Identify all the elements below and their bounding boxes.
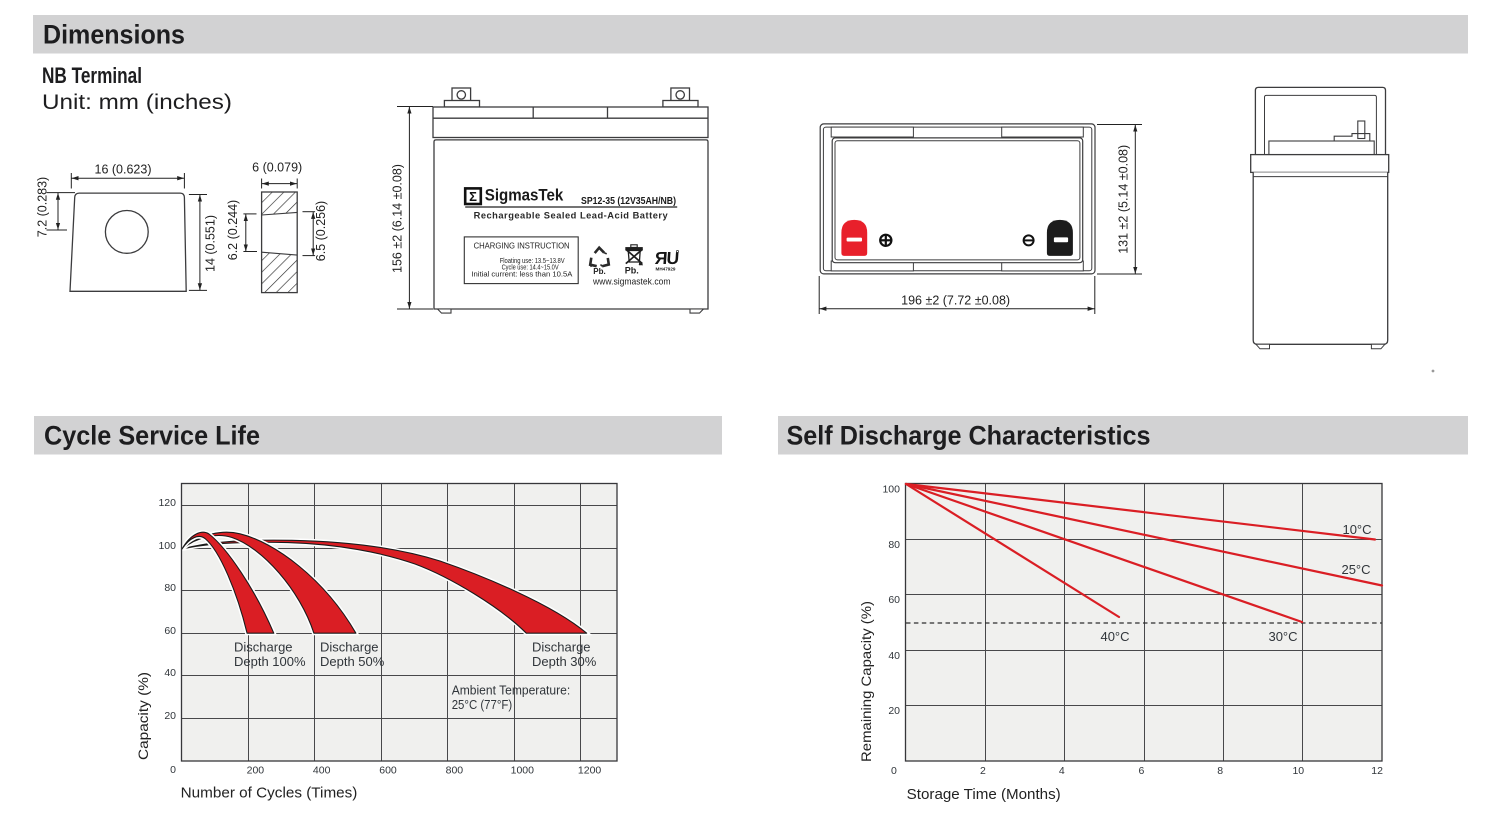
svg-text:16 (0.623): 16 (0.623) <box>95 163 152 177</box>
svg-text:600: 600 <box>379 764 397 776</box>
svg-text:Storage Time (Months): Storage Time (Months) <box>907 786 1061 803</box>
svg-text:120: 120 <box>158 497 176 509</box>
svg-text:6 (0.079): 6 (0.079) <box>252 161 302 175</box>
svg-text:20: 20 <box>164 710 176 722</box>
svg-text:1200: 1200 <box>578 764 602 776</box>
svg-text:4: 4 <box>1059 765 1065 777</box>
svg-text:Pb.: Pb. <box>593 267 605 276</box>
svg-text:Cycle Service Life: Cycle Service Life <box>44 421 260 451</box>
svg-text:30°C: 30°C <box>1268 629 1297 644</box>
svg-text:1000: 1000 <box>511 764 535 776</box>
svg-text:196 ±2 (7.72 ±0.08): 196 ±2 (7.72 ±0.08) <box>901 293 1010 307</box>
svg-text:SigmasTek: SigmasTek <box>485 186 564 205</box>
svg-text:6: 6 <box>1138 765 1144 777</box>
svg-text:MH47929: MH47929 <box>656 267 676 272</box>
svg-text:800: 800 <box>446 764 464 776</box>
svg-text:60: 60 <box>888 594 900 606</box>
svg-text:NB Terminal: NB Terminal <box>42 63 142 88</box>
svg-text:Depth 50%: Depth 50% <box>320 654 385 669</box>
svg-text:40: 40 <box>888 650 900 662</box>
svg-text:Discharge: Discharge <box>532 639 591 654</box>
svg-text:Depth 100%: Depth 100% <box>234 654 306 669</box>
svg-text:Unit: mm (inches): Unit: mm (inches) <box>42 90 232 114</box>
svg-text:200: 200 <box>247 764 265 776</box>
svg-text:0: 0 <box>170 764 176 776</box>
svg-text:8: 8 <box>1217 765 1223 777</box>
svg-text:Remaining Capacity (%): Remaining Capacity (%) <box>859 601 874 762</box>
svg-text:25°C: 25°C <box>1341 562 1370 577</box>
svg-text:6.5 (0.256): 6.5 (0.256) <box>314 201 328 261</box>
svg-text:10: 10 <box>1292 765 1304 777</box>
svg-text:ЯU: ЯU <box>654 248 679 268</box>
svg-text:6.2 (0.244): 6.2 (0.244) <box>226 200 240 260</box>
svg-text:Number of Cycles (Times): Number of Cycles (Times) <box>181 785 358 802</box>
svg-text:2: 2 <box>980 765 986 777</box>
svg-text:Σ: Σ <box>469 189 477 204</box>
svg-text:Pb.: Pb. <box>625 266 639 276</box>
svg-text:www.sigmastek.com: www.sigmastek.com <box>592 276 671 287</box>
svg-text:12: 12 <box>1371 765 1383 777</box>
svg-text:400: 400 <box>313 764 331 776</box>
svg-text:40°C: 40°C <box>1100 629 1129 644</box>
svg-text:Floating use: 13.5~13.8V: Floating use: 13.5~13.8V <box>500 256 565 265</box>
svg-text:0: 0 <box>891 765 897 777</box>
svg-text:Discharge: Discharge <box>234 639 293 654</box>
svg-text:CHARGING INSTRUCTION: CHARGING INSTRUCTION <box>474 241 570 251</box>
svg-text:100: 100 <box>882 484 900 496</box>
svg-text:Rechargeable Sealed Lead-Acid: Rechargeable Sealed Lead-Acid Battery <box>474 210 669 220</box>
svg-text:Discharge: Discharge <box>320 639 379 654</box>
svg-text:Depth 30%: Depth 30% <box>532 654 597 669</box>
svg-text:Ambient Temperature:: Ambient Temperature: <box>452 683 571 698</box>
svg-text:40: 40 <box>164 667 176 679</box>
svg-text:10°C: 10°C <box>1342 522 1371 537</box>
svg-text:Cycle use: 14.4~15.0V: Cycle use: 14.4~15.0V <box>502 263 559 272</box>
svg-text:100: 100 <box>158 540 176 552</box>
svg-text:Initial current: less than 10.: Initial current: less than 10.5A <box>471 269 572 278</box>
svg-text:20: 20 <box>888 705 900 717</box>
svg-text:80: 80 <box>888 539 900 551</box>
svg-text:25°C (77°F): 25°C (77°F) <box>452 697 513 712</box>
svg-text:60: 60 <box>164 625 176 637</box>
svg-text:Capacity (%): Capacity (%) <box>136 672 151 760</box>
svg-text:14 (0.551): 14 (0.551) <box>204 215 218 272</box>
svg-text:7.2 (0.283): 7.2 (0.283) <box>36 177 50 237</box>
svg-text:Self Discharge Characteristics: Self Discharge Characteristics <box>787 421 1151 451</box>
svg-text:131 ±2 (5.14 ±0.08): 131 ±2 (5.14 ±0.08) <box>1116 145 1130 254</box>
svg-text:80: 80 <box>164 582 176 594</box>
svg-text:156 ±2 (6.14 ±0.08): 156 ±2 (6.14 ±0.08) <box>391 164 405 273</box>
svg-text:Dimensions: Dimensions <box>43 20 185 50</box>
svg-text:SP12-35 (12V35AH/NB): SP12-35 (12V35AH/NB) <box>581 196 676 207</box>
